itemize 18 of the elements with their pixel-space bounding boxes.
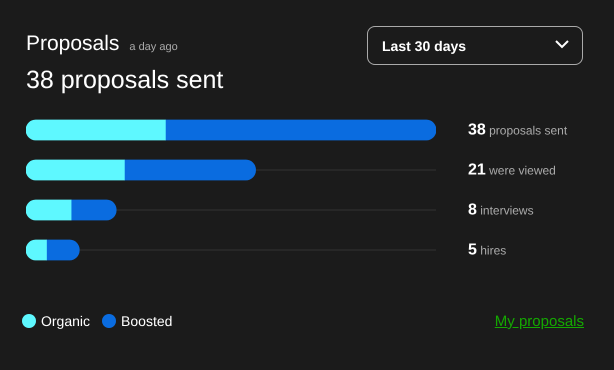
text: 38 proposals sent — [26, 66, 224, 95]
bar — [26, 120, 166, 140]
bar — [26, 160, 125, 180]
bar — [26, 200, 72, 220]
bar — [124, 160, 256, 180]
bar — [70, 200, 117, 220]
y-tick-label: 38 proposals sent — [468, 121, 568, 138]
bar — [46, 240, 80, 260]
legend-label: Boosted — [120, 313, 172, 329]
legend-label: Organic — [40, 313, 90, 329]
y-tick-label: 5 hires — [468, 241, 506, 258]
chart-subtitle: a day ago — [129, 41, 178, 53]
text: My proposals — [494, 313, 584, 330]
chart-title: Proposals — [26, 32, 120, 55]
y-tick-label: 8 interviews — [468, 201, 534, 218]
bar — [165, 120, 436, 140]
text: Last 30 days — [382, 38, 466, 54]
y-tick-label: 21 were viewed — [468, 161, 556, 178]
